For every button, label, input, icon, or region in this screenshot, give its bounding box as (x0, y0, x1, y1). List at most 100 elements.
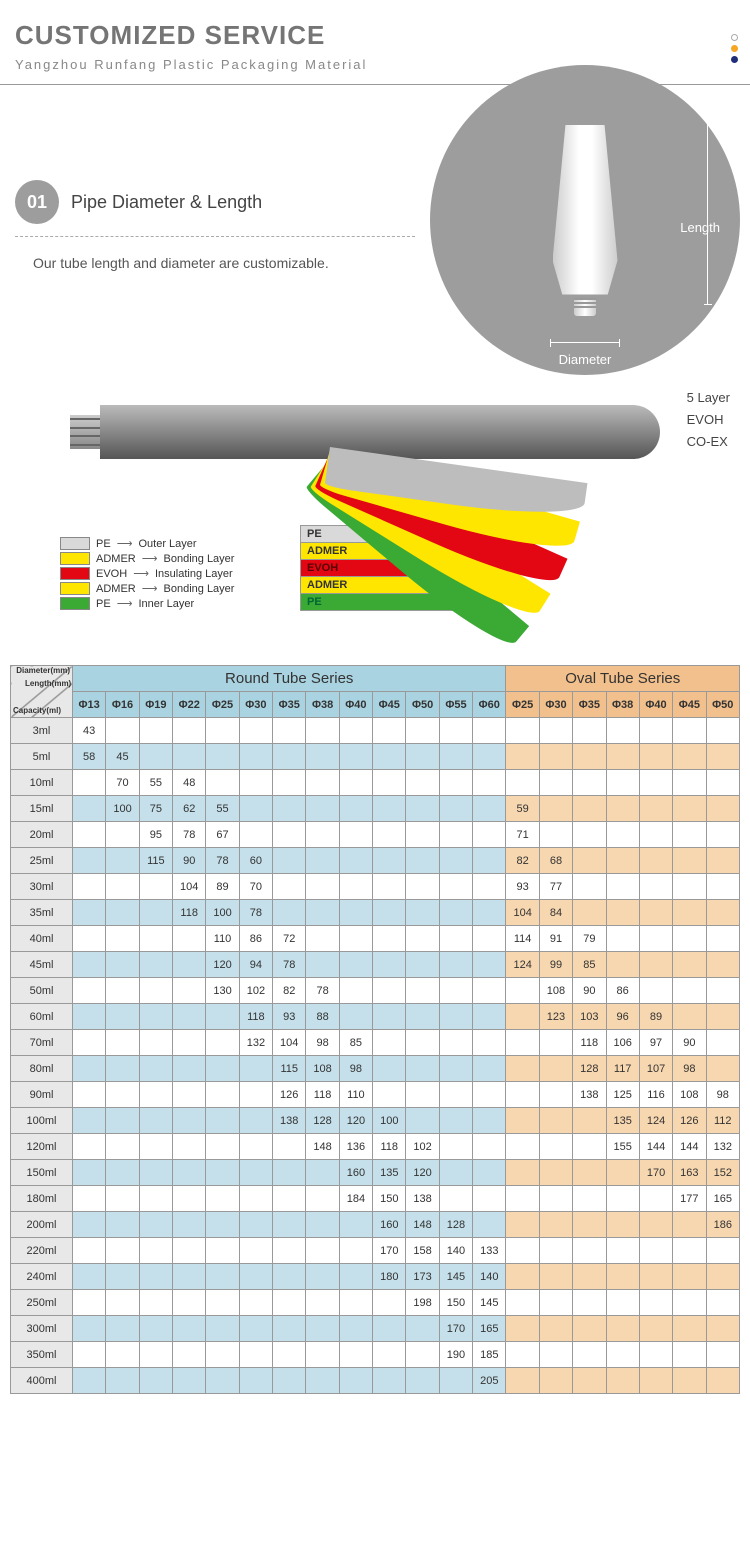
data-cell (139, 874, 172, 900)
data-cell: 60 (239, 848, 272, 874)
data-cell: 158 (406, 1238, 439, 1264)
data-cell (73, 796, 106, 822)
data-cell (373, 796, 406, 822)
data-cell (606, 1186, 639, 1212)
capacity-cell: 90ml (11, 1082, 73, 1108)
data-cell (106, 1004, 139, 1030)
data-cell (506, 1368, 539, 1394)
data-cell (706, 1238, 739, 1264)
data-cell: 190 (439, 1342, 472, 1368)
capacity-cell: 45ml (11, 952, 73, 978)
data-cell: 108 (306, 1056, 339, 1082)
data-cell (73, 1056, 106, 1082)
table-row: 3ml43 (11, 718, 740, 744)
data-cell: 55 (206, 796, 239, 822)
data-cell: 170 (639, 1160, 672, 1186)
table-row: 45ml12094781249985 (11, 952, 740, 978)
data-cell (73, 900, 106, 926)
data-cell: 68 (539, 848, 572, 874)
data-cell: 120 (339, 1108, 372, 1134)
data-cell (373, 770, 406, 796)
data-cell (606, 744, 639, 770)
data-cell (606, 796, 639, 822)
diameter-column-header: Φ38 (606, 692, 639, 718)
data-cell: 114 (506, 926, 539, 952)
legend-desc: Inner Layer (138, 598, 194, 610)
capacity-cell: 5ml (11, 744, 73, 770)
data-cell: 85 (573, 952, 606, 978)
data-cell (206, 1186, 239, 1212)
data-cell: 138 (573, 1082, 606, 1108)
diameter-column-header: Φ55 (439, 692, 472, 718)
data-cell (639, 848, 672, 874)
data-cell (239, 1056, 272, 1082)
data-cell (173, 1160, 206, 1186)
data-cell (73, 1004, 106, 1030)
data-cell (406, 1316, 439, 1342)
data-cell: 98 (673, 1056, 706, 1082)
table-row: 70ml13210498851181069790 (11, 1030, 740, 1056)
data-cell (239, 1160, 272, 1186)
data-cell (206, 1264, 239, 1290)
data-cell (339, 770, 372, 796)
data-cell (306, 796, 339, 822)
data-cell (206, 744, 239, 770)
data-cell (139, 1108, 172, 1134)
data-cell: 144 (673, 1134, 706, 1160)
data-cell: 112 (706, 1108, 739, 1134)
data-cell (506, 1082, 539, 1108)
diameter-column-header: Φ50 (406, 692, 439, 718)
data-cell (606, 848, 639, 874)
data-cell (239, 1316, 272, 1342)
data-cell (239, 1342, 272, 1368)
data-cell (573, 874, 606, 900)
data-cell (606, 1290, 639, 1316)
table-row: 50ml13010282781089086 (11, 978, 740, 1004)
data-cell (539, 718, 572, 744)
data-cell (406, 874, 439, 900)
data-cell (273, 744, 306, 770)
data-cell (706, 770, 739, 796)
data-cell (106, 1056, 139, 1082)
data-cell: 110 (339, 1082, 372, 1108)
capacity-cell: 30ml (11, 874, 73, 900)
size-table-container: Diameter(mm)Length(mm)Capacity(ml)Round … (0, 655, 750, 1404)
data-cell (206, 1290, 239, 1316)
data-cell (673, 1212, 706, 1238)
data-cell (373, 900, 406, 926)
diameter-column-header: Φ25 (206, 692, 239, 718)
data-cell (473, 900, 506, 926)
data-cell (639, 1342, 672, 1368)
data-cell (73, 952, 106, 978)
data-cell (106, 1212, 139, 1238)
table-row: 20ml95786771 (11, 822, 740, 848)
data-cell (673, 718, 706, 744)
data-cell (639, 926, 672, 952)
data-cell: 108 (673, 1082, 706, 1108)
tube-illustration: Length Diameter (430, 65, 740, 375)
capacity-cell: 10ml (11, 770, 73, 796)
data-cell: 152 (706, 1160, 739, 1186)
data-cell (706, 822, 739, 848)
data-cell (439, 1368, 472, 1394)
data-cell (139, 1004, 172, 1030)
data-cell: 107 (639, 1056, 672, 1082)
data-cell (139, 1238, 172, 1264)
data-cell (206, 1368, 239, 1394)
data-cell (506, 1108, 539, 1134)
data-cell: 173 (406, 1264, 439, 1290)
data-cell (706, 952, 739, 978)
diameter-column-header: Φ40 (339, 692, 372, 718)
data-cell: 98 (306, 1030, 339, 1056)
data-cell: 150 (373, 1186, 406, 1212)
data-cell (139, 1342, 172, 1368)
data-cell (539, 770, 572, 796)
table-row: 5ml5845 (11, 744, 740, 770)
data-cell: 82 (273, 978, 306, 1004)
data-cell (173, 1264, 206, 1290)
dot-icon (731, 34, 738, 41)
data-cell (439, 822, 472, 848)
data-cell: 78 (273, 952, 306, 978)
data-cell (506, 1056, 539, 1082)
diameter-column-header: Φ22 (173, 692, 206, 718)
